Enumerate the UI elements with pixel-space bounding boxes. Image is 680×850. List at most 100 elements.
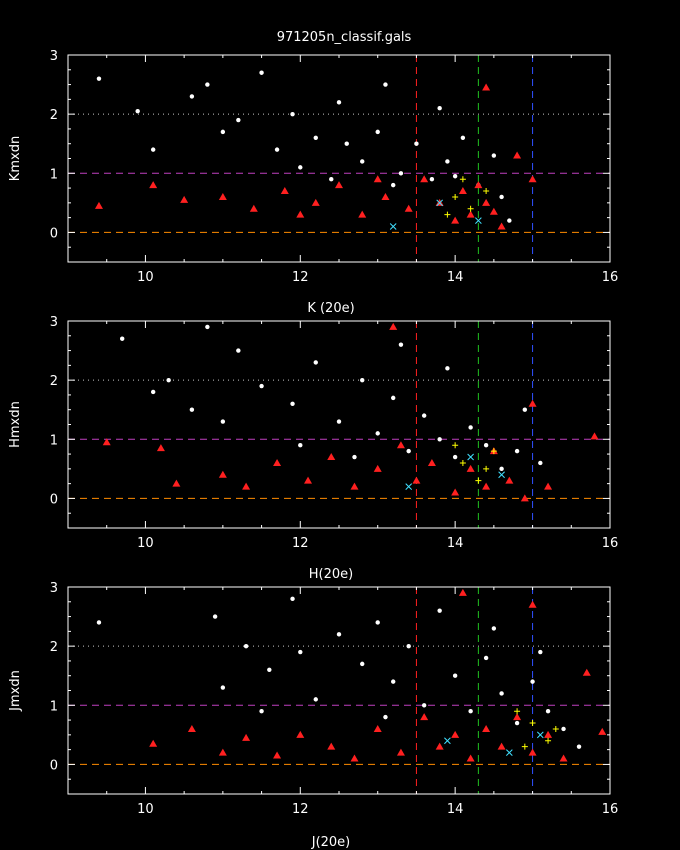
panel1-xtick-label: 10 — [137, 270, 154, 285]
panel3-xlabel: J(20e) — [311, 835, 351, 850]
panel2-point-1-17 — [505, 476, 514, 484]
panel1-point-0-2 — [150, 147, 156, 152]
panel3-point-0-17 — [499, 691, 504, 696]
panel2-frame — [67, 320, 611, 529]
panel3-point-1-1 — [187, 724, 196, 732]
panel3-point-1-14 — [482, 724, 491, 732]
panel1-ytick-label: 2 — [50, 108, 58, 123]
panel1-ytick-label: 0 — [50, 226, 58, 241]
panel3-point-0-11 — [406, 643, 411, 649]
panel2-point-0-13 — [421, 413, 427, 418]
panel1-point-1-24 — [373, 175, 382, 183]
panel2-point-0-23 — [220, 419, 226, 424]
panel3-point-1-7 — [350, 754, 359, 762]
panel1-point-1-10 — [404, 204, 413, 212]
panel2-xtick-label: 16 — [602, 536, 619, 551]
panel2-ytick-label: 0 — [50, 492, 58, 507]
panel2-point-0-3 — [205, 324, 210, 330]
panel3-point-1-17 — [528, 748, 537, 756]
panel1-point-1-21 — [513, 151, 522, 159]
panel1-point-1-13 — [451, 216, 460, 224]
panel2-point-1-0 — [102, 438, 111, 446]
panel2-ytick-label: 2 — [50, 374, 58, 389]
panel2-point-3-2 — [498, 471, 505, 479]
panel1-point-1-6 — [311, 198, 320, 206]
panel1-point-1-9 — [381, 192, 390, 200]
panel2-point-0-10 — [375, 431, 380, 436]
panel2-point-0-11 — [391, 395, 396, 401]
panel1-point-1-0 — [94, 201, 103, 209]
panel3-point-3-2 — [444, 737, 451, 745]
panel2-point-0-25 — [352, 454, 357, 460]
panel1-point-0-27 — [344, 141, 349, 146]
panel3-point-3-1 — [536, 731, 544, 739]
panel1-point-0-18 — [460, 135, 466, 140]
panel2-point-1-12 — [427, 458, 436, 466]
panel3-point-1-6 — [327, 742, 336, 750]
panel1-point-0-0 — [96, 76, 102, 81]
panel2-point-3-1 — [467, 453, 474, 461]
panel2-point-1-7 — [327, 453, 336, 461]
panel1-point-0-13 — [414, 141, 419, 146]
panel1-point-0-15 — [437, 106, 442, 111]
panel3-point-0-2 — [220, 685, 226, 690]
panel1-point-2-0 — [452, 193, 459, 200]
panel1-point-0-23 — [298, 165, 303, 170]
panel1-point-1-14 — [458, 187, 467, 195]
figure-title: 971205n_classif.gals — [277, 30, 412, 45]
panel3-ylabel: Jmxdn — [8, 670, 23, 712]
panel1-ytick-label: 3 — [50, 49, 58, 64]
panel3-point-1-10 — [420, 713, 429, 721]
panel3-point-2-0 — [529, 720, 536, 727]
panel2-point-1-11 — [412, 476, 421, 484]
panel3-point-2-3 — [552, 725, 559, 732]
panel1-point-0-25 — [205, 82, 210, 87]
panel2-point-1-13 — [451, 488, 460, 496]
panel2-point-0-4 — [236, 348, 241, 353]
panel2-point-0-20 — [514, 448, 520, 454]
panel1-point-1-20 — [482, 83, 491, 91]
panel1-point-2-1 — [467, 205, 474, 212]
panel3-point-0-9 — [375, 620, 380, 625]
panel3-point-1-22 — [598, 727, 607, 735]
panel2-point-1-10 — [396, 441, 405, 449]
panel3-point-0-24 — [259, 709, 264, 714]
panel1-point-1-4 — [249, 204, 258, 212]
panel2-point-2-3 — [452, 442, 459, 449]
panel1-point-3-2 — [475, 217, 482, 224]
panel1-point-0-28 — [391, 182, 396, 188]
panel2-point-1-20 — [590, 432, 599, 440]
panel3-point-1-23 — [458, 588, 467, 596]
panel2-ytick-label: 1 — [50, 433, 58, 448]
panel3-point-1-18 — [544, 730, 553, 738]
panel3-point-2-4 — [521, 743, 528, 750]
panel3-point-0-10 — [391, 679, 396, 684]
panel2-ytick-label: 3 — [50, 315, 58, 330]
panel3-point-3-0 — [505, 749, 513, 756]
panel2-point-1-19 — [544, 482, 553, 490]
panel2-point-1-9 — [373, 464, 382, 472]
panel2-point-0-2 — [166, 377, 171, 383]
panel1-point-2-2 — [483, 188, 490, 195]
panel1-xtick-label: 14 — [447, 270, 464, 285]
panel3-point-0-13 — [437, 608, 442, 613]
panel2-point-0-12 — [406, 448, 411, 454]
panel3-point-0-25 — [383, 714, 388, 720]
panel2-point-2-0 — [459, 459, 466, 466]
panel3-point-0-4 — [267, 667, 272, 672]
panel2-point-0-24 — [189, 407, 195, 412]
panel3-point-1-3 — [242, 733, 251, 741]
panel1-point-1-16 — [474, 181, 483, 189]
panel1-xtick-label: 12 — [292, 270, 309, 285]
panel2-point-0-22 — [298, 443, 303, 448]
panel3-point-0-18 — [514, 720, 520, 726]
panel3-point-1-16 — [513, 713, 522, 721]
panel2-point-0-9 — [360, 377, 365, 383]
panel2-point-1-6 — [304, 476, 313, 484]
panel2-point-1-1 — [156, 444, 165, 452]
panel3-point-0-14 — [452, 673, 458, 678]
panel1-point-1-23 — [296, 210, 305, 218]
panel1-point-0-22 — [329, 177, 334, 182]
panel1-point-0-26 — [220, 129, 226, 135]
panel1-point-1-3 — [218, 192, 227, 200]
